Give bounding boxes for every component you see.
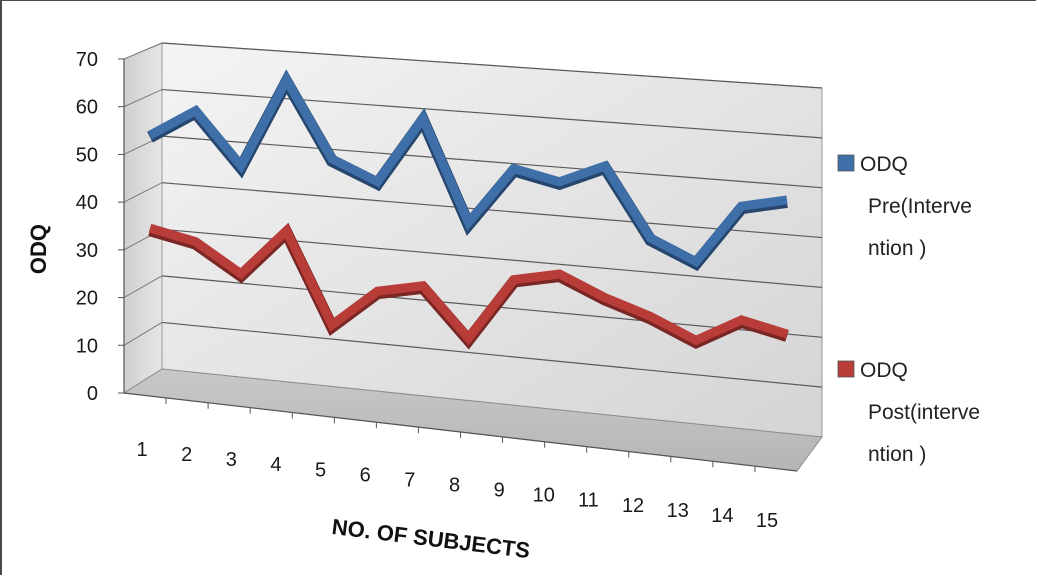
- x-tick-label: 13: [667, 500, 689, 522]
- gridline-side: [123, 275, 163, 299]
- x-tick-label: 3: [226, 449, 237, 471]
- gridline-side: [123, 42, 163, 60]
- gridline-side: [123, 182, 163, 203]
- gridline: [161, 135, 823, 189]
- x-tick-label: 2: [181, 444, 192, 466]
- x-tick-label: 14: [711, 505, 733, 527]
- legend-swatch: [837, 154, 855, 172]
- legend-label: Post(interve: [868, 401, 980, 424]
- gridline: [161, 321, 823, 388]
- y-tick-label: 70: [76, 49, 98, 71]
- y-tick-label: 50: [76, 144, 98, 166]
- x-tick-label: 11: [578, 490, 599, 512]
- gridline: [161, 42, 823, 89]
- legend-label: ntion ): [868, 237, 926, 260]
- x-tick-label: 10: [533, 485, 555, 507]
- x-tick-label: 12: [622, 495, 644, 517]
- y-axis-title: ODQ: [26, 224, 51, 274]
- legend-label: ODQ: [860, 359, 908, 382]
- gridline-side: [123, 322, 163, 346]
- series-line: [147, 70, 788, 268]
- x-tick-label: 5: [315, 459, 326, 481]
- legend-label: ODQ: [860, 153, 908, 176]
- legend-swatch: [837, 360, 855, 378]
- gridline: [161, 182, 823, 239]
- x-tick-label: 8: [449, 475, 460, 497]
- legend-label: ntion ): [868, 443, 926, 466]
- side-wall: [123, 42, 163, 394]
- x-tick-label: 7: [404, 469, 415, 491]
- x-tick-label: 4: [270, 454, 281, 476]
- y-tick-label: 20: [76, 288, 98, 310]
- y-tick-label: 60: [76, 97, 98, 119]
- y-tick-label: 10: [76, 335, 98, 357]
- x-tick-label: 1: [136, 439, 147, 461]
- gridline-side: [123, 89, 163, 108]
- legend-label: Pre(Interve: [868, 195, 972, 218]
- x-axis-title: NO. OF SUBJECTS: [331, 514, 532, 563]
- x-tick-label: 6: [360, 464, 371, 486]
- y-tick-label: 40: [76, 192, 98, 214]
- x-tick-label: 15: [756, 510, 778, 532]
- x-tick-label: 9: [494, 480, 505, 502]
- y-tick-label: 30: [76, 240, 98, 262]
- series-line: [148, 223, 789, 346]
- y-tick-label: 0: [87, 383, 98, 405]
